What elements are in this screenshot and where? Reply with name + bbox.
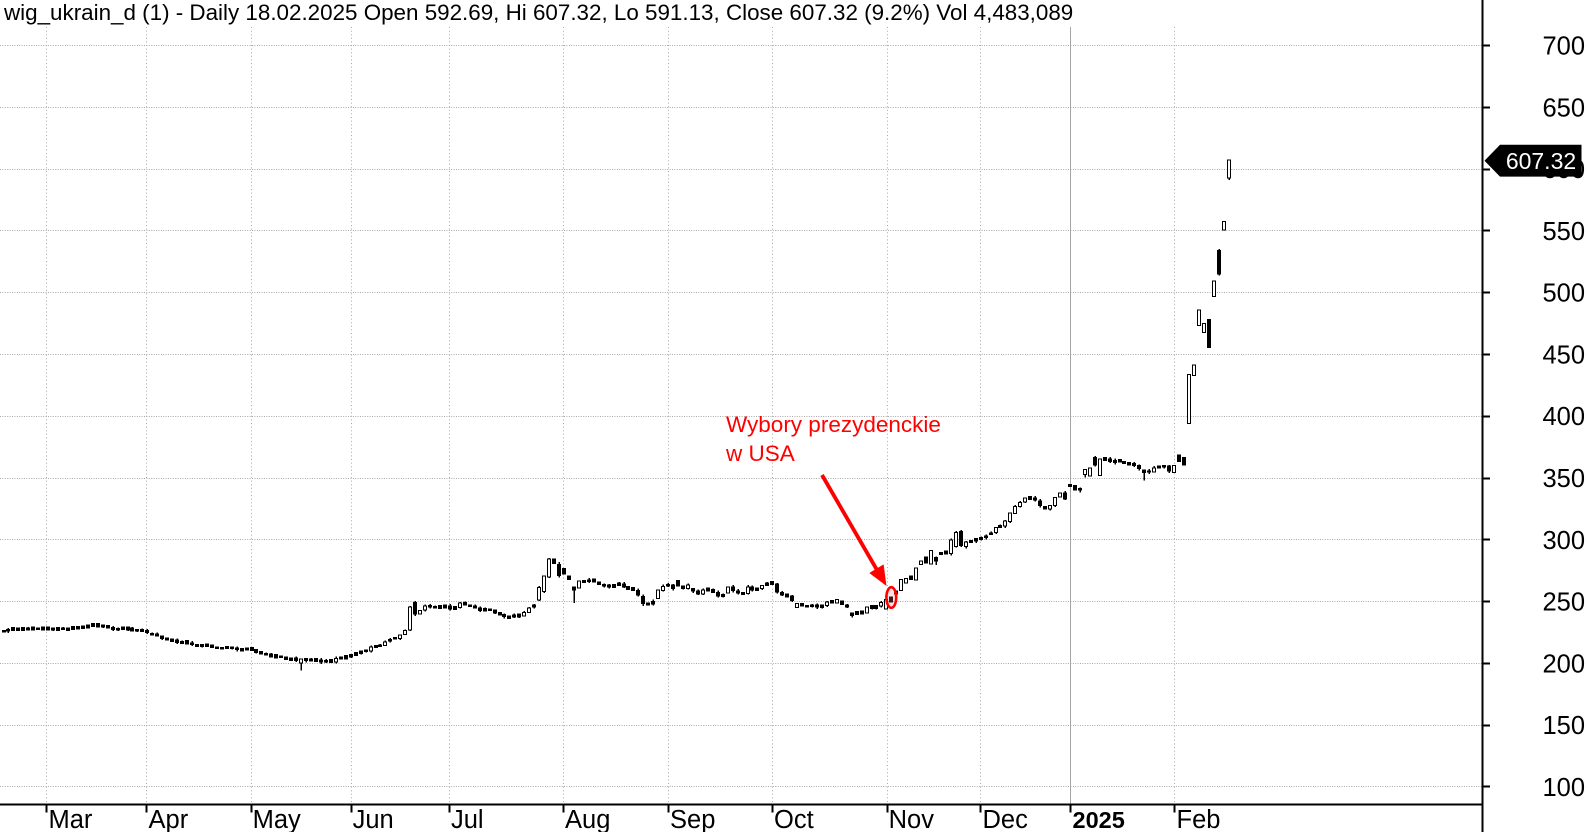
svg-text:550: 550 [1542, 218, 1585, 246]
svg-text:Wybory prezydenckie: Wybory prezydenckie [726, 412, 941, 437]
svg-text:200: 200 [1542, 650, 1585, 678]
svg-text:2025: 2025 [1073, 807, 1125, 832]
svg-text:650: 650 [1542, 94, 1585, 122]
svg-text:Mar: Mar [49, 806, 93, 832]
svg-text:700: 700 [1542, 33, 1585, 61]
svg-text:Jun: Jun [353, 806, 394, 832]
svg-text:Oct: Oct [774, 806, 814, 832]
svg-text:Nov: Nov [889, 806, 935, 832]
svg-text:Jul: Jul [451, 806, 484, 832]
svg-text:May: May [253, 806, 301, 832]
svg-text:300: 300 [1542, 527, 1585, 555]
svg-text:250: 250 [1542, 589, 1585, 617]
svg-text:Sep: Sep [670, 806, 715, 832]
svg-text:450: 450 [1542, 342, 1585, 370]
svg-text:Apr: Apr [149, 806, 189, 832]
svg-text:400: 400 [1542, 403, 1585, 431]
svg-text:500: 500 [1542, 280, 1585, 308]
svg-text:100: 100 [1542, 774, 1585, 802]
svg-text:150: 150 [1542, 712, 1585, 740]
svg-text:w USA: w USA [725, 441, 795, 466]
svg-text:Aug: Aug [565, 806, 610, 832]
svg-text:wig_ukrain_d (1) - Daily 18.02: wig_ukrain_d (1) - Daily 18.02.2025 Open… [3, 0, 1073, 25]
svg-text:Feb: Feb [1177, 806, 1221, 832]
svg-text:Dec: Dec [983, 806, 1029, 832]
svg-text:350: 350 [1542, 465, 1585, 493]
svg-text:607.32: 607.32 [1506, 148, 1576, 174]
